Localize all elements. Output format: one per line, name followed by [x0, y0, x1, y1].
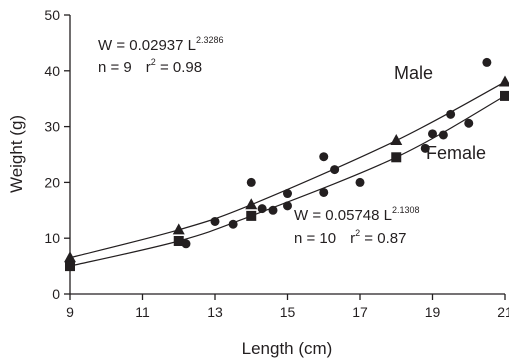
unsexed-point: [319, 187, 329, 197]
female-equation-text: W = 0.05748 L: [294, 207, 392, 224]
y-tick-label: 50: [44, 7, 60, 23]
x-tick-label: 11: [135, 304, 150, 320]
unsexed-point: [283, 189, 292, 199]
unsexed-point: [181, 239, 191, 249]
x-tick-label: 17: [352, 304, 368, 320]
female-point: [500, 90, 509, 101]
x-ticks: 9 11 13 15 17 19 21: [66, 294, 509, 320]
female-r2-exponent: 2: [355, 228, 360, 238]
y-axis-title: Weight (g): [7, 115, 26, 193]
unsexed-point: [330, 165, 340, 175]
x-tick-label: 21: [497, 304, 509, 320]
male-point: [64, 251, 76, 263]
female-fit-curve: [69, 95, 506, 267]
y-tick-label: 40: [44, 63, 60, 79]
female-r2-value: = 0.87: [360, 230, 406, 247]
unsexed-point: [438, 130, 448, 140]
unsexed-point: [355, 177, 365, 187]
unsexed-point: [464, 118, 474, 128]
unsexed-point: [257, 204, 267, 214]
y-tick-label: 20: [44, 174, 60, 190]
male-r2-symbol: r: [146, 59, 151, 76]
x-tick-label: 15: [280, 304, 296, 320]
x-tick-label: 19: [425, 304, 441, 320]
male-point: [390, 134, 403, 146]
male-point: [245, 198, 258, 210]
female-point: [246, 210, 257, 221]
data-points: [64, 57, 509, 272]
x-axis: 9 11 13 15 17 19 21: [66, 293, 509, 320]
female-label: Female: [426, 143, 486, 163]
female-r2-symbol: r: [350, 230, 355, 247]
female-equation: W = 0.05748 L2.1308: [294, 205, 420, 224]
male-r2-value: = 0.98: [156, 59, 202, 76]
female-equation-exponent: 2.1308: [392, 205, 420, 215]
female-point: [173, 235, 184, 246]
unsexed-point: [420, 143, 430, 153]
unsexed-point: [428, 129, 437, 139]
unsexed-point: [228, 219, 238, 229]
unsexed-point: [319, 152, 329, 162]
male-n: n = 9: [98, 59, 132, 76]
female-n: n = 10: [294, 230, 336, 247]
x-tick-label: 9: [66, 304, 74, 320]
male-r2-exponent: 2: [151, 57, 156, 67]
y-tick-label: 10: [44, 230, 60, 246]
fit-curves: [69, 81, 506, 267]
x-tick-label: 13: [207, 304, 223, 320]
male-stats: n = 9 r2 = 0.98: [98, 57, 202, 76]
male-point: [172, 223, 185, 235]
female-point: [391, 152, 402, 163]
unsexed-point: [210, 216, 220, 226]
unsexed-point: [446, 109, 456, 119]
y-axis: 0 10 20 30 40 50: [44, 7, 71, 302]
unsexed-point: [246, 177, 256, 187]
male-label: Male: [394, 63, 433, 83]
x-axis-title: Length (cm): [242, 339, 333, 358]
male-equation-exponent: 2.3286: [196, 35, 224, 45]
y-tick-label: 0: [52, 286, 60, 302]
unsexed-point: [482, 57, 492, 67]
y-ticks: 0 10 20 30 40 50: [44, 7, 70, 302]
unsexed-point: [268, 205, 278, 215]
male-equation-text: W = 0.02937 L: [98, 37, 196, 54]
male-equation: W = 0.02937 L2.3286: [98, 35, 224, 54]
male-point: [499, 75, 509, 87]
unsexed-point: [283, 201, 292, 211]
y-tick-label: 30: [44, 119, 60, 135]
female-point: [65, 261, 75, 272]
male-fit-curve: [69, 81, 506, 259]
female-stats: n = 10 r2 = 0.87: [294, 228, 406, 247]
